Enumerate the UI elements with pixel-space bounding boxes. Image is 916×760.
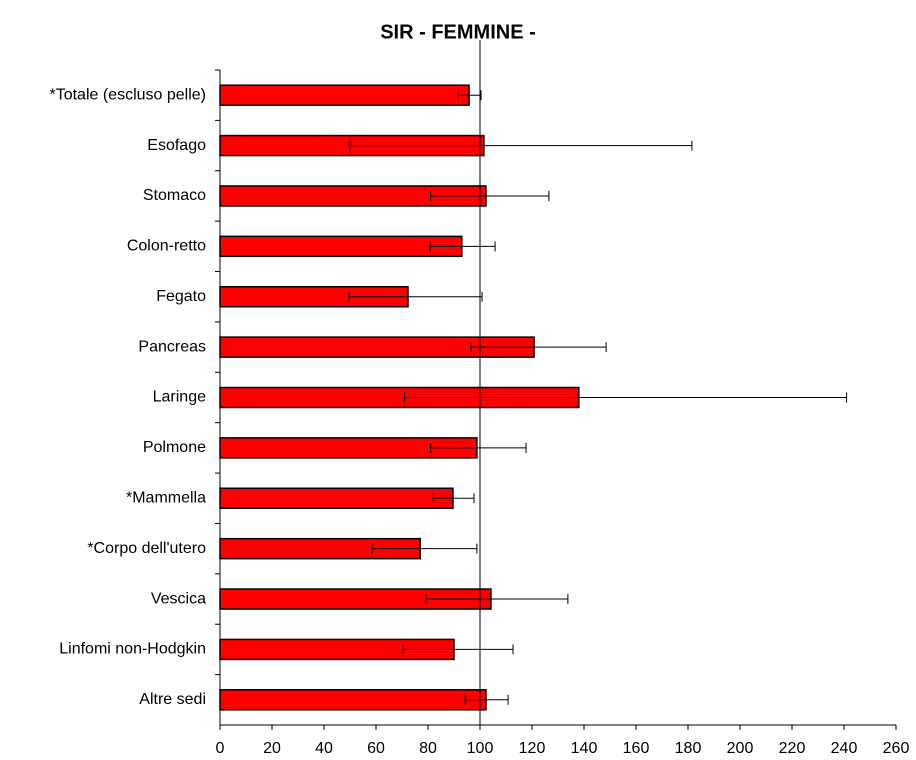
x-tick-label: 20 xyxy=(263,740,281,757)
error-bar xyxy=(430,190,550,201)
y-tick-label: Linfomi non-Hodgkin xyxy=(59,641,206,658)
bar xyxy=(219,84,470,106)
x-tick-label: 120 xyxy=(519,740,546,757)
y-tick-label: Altre sedi xyxy=(139,691,206,708)
bar xyxy=(219,689,487,711)
error-bar xyxy=(457,90,482,101)
y-tick-label: Pancreas xyxy=(138,338,206,355)
x-tick-label: 80 xyxy=(419,740,437,757)
x-tick-label: 220 xyxy=(779,740,806,757)
x-tick-label: 160 xyxy=(623,740,650,757)
x-tick-label: 200 xyxy=(727,740,754,757)
error-bar xyxy=(432,493,475,504)
error-bar xyxy=(464,694,509,705)
y-tick-label: *Totale (escluso pelle) xyxy=(49,86,206,103)
x-tick-label: 180 xyxy=(675,740,702,757)
error-bar xyxy=(429,241,496,252)
error-bar xyxy=(402,644,514,655)
y-tick-label: Fegato xyxy=(156,288,206,305)
bar xyxy=(219,487,454,510)
x-tick-label: 40 xyxy=(315,740,333,757)
x-tick-label: 140 xyxy=(571,740,598,757)
bar xyxy=(219,235,463,258)
error-bar xyxy=(404,392,848,403)
x-tick-label: 240 xyxy=(831,740,858,757)
y-tick-label: Vescica xyxy=(151,590,206,607)
error-bar xyxy=(430,442,527,453)
error-bar xyxy=(425,594,569,605)
x-tick-label: 0 xyxy=(216,740,225,757)
error-bar xyxy=(348,291,483,302)
error-bar xyxy=(470,342,607,353)
error-bar xyxy=(349,140,693,151)
x-tick-label: 260 xyxy=(883,740,910,757)
y-tick-label: Polmone xyxy=(143,439,206,456)
chart-title: SIR - FEMMINE - xyxy=(380,21,536,43)
x-tick-label: 100 xyxy=(467,740,494,757)
y-tick-label: Colon-retto xyxy=(127,238,206,255)
error-bar xyxy=(371,543,478,554)
y-tick-label: Stomaco xyxy=(143,187,206,204)
x-tick-label: 60 xyxy=(367,740,385,757)
y-tick-label: Esofago xyxy=(147,137,206,154)
y-tick-label: *Mammella xyxy=(126,489,206,506)
y-tick-label: *Corpo dell'utero xyxy=(87,540,206,557)
y-tick-label: Laringe xyxy=(153,389,206,406)
